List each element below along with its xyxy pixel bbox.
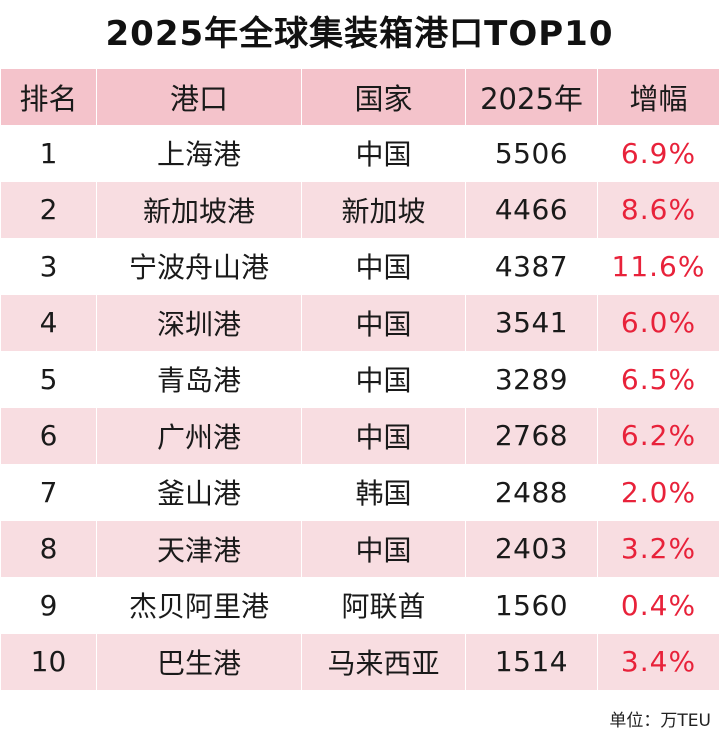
table-header-row: 排名 港口 国家 2025年 增幅: [0, 68, 719, 126]
cell-growth: 8.6%: [597, 181, 719, 239]
cell-rank: 4: [0, 294, 97, 352]
cell-teu: 5506: [465, 124, 598, 182]
table-row: 1 上海港 中国 5506 6.9%: [0, 124, 719, 182]
cell-port: 广州港: [96, 407, 302, 465]
ranking-table-container: 排名 港口 国家 2025年 增幅 1 上海港 中国 5506 6.9% 2 新加坡港 新加坡…: [0, 68, 719, 691]
cell-growth: 6.2%: [597, 407, 719, 465]
cell-rank: 7: [0, 463, 97, 521]
table-row: 3 宁波舟山港 中国 4387 11.6%: [0, 237, 719, 295]
cell-teu: 2768: [465, 407, 598, 465]
cell-teu: 4387: [465, 237, 598, 295]
cell-rank: 2: [0, 181, 97, 239]
table-body: 1 上海港 中国 5506 6.9% 2 新加坡港 新加坡 4466 8.6% 3 宁波舟山港 中国 43…: [0, 124, 719, 691]
cell-port: 深圳港: [96, 294, 302, 352]
cell-rank: 6: [0, 407, 97, 465]
header-port: 港口: [96, 68, 302, 126]
unit-note: 单位：万TEU: [609, 711, 711, 731]
table-row: 4 深圳港 中国 3541 6.0%: [0, 294, 719, 352]
header-growth: 增幅: [597, 68, 719, 126]
cell-port: 新加坡港: [96, 181, 302, 239]
cell-port: 巴生港: [96, 633, 302, 691]
cell-teu: 1560: [465, 576, 598, 634]
cell-growth: 6.0%: [597, 294, 719, 352]
cell-growth: 2.0%: [597, 463, 719, 521]
cell-teu: 2488: [465, 463, 598, 521]
table-row: 9 杰贝阿里港 阿联酋 1560 0.4%: [0, 576, 719, 634]
table-row: 10 巴生港 马来西亚 1514 3.4%: [0, 633, 719, 691]
cell-growth: 6.5%: [597, 350, 719, 408]
cell-country: 新加坡: [301, 181, 466, 239]
table-row: 8 天津港 中国 2403 3.2%: [0, 520, 719, 578]
cell-growth: 3.4%: [597, 633, 719, 691]
cell-country: 中国: [301, 237, 466, 295]
cell-rank: 9: [0, 576, 97, 634]
table-row: 2 新加坡港 新加坡 4466 8.6%: [0, 181, 719, 239]
cell-port: 宁波舟山港: [96, 237, 302, 295]
cell-country: 阿联酋: [301, 576, 466, 634]
cell-country: 中国: [301, 350, 466, 408]
cell-port: 上海港: [96, 124, 302, 182]
cell-growth: 3.2%: [597, 520, 719, 578]
cell-teu: 3289: [465, 350, 598, 408]
table-row: 5 青岛港 中国 3289 6.5%: [0, 350, 719, 408]
header-country: 国家: [301, 68, 466, 126]
cell-teu: 3541: [465, 294, 598, 352]
header-rank: 排名: [0, 68, 97, 126]
cell-port: 天津港: [96, 520, 302, 578]
cell-country: 中国: [301, 407, 466, 465]
cell-teu: 1514: [465, 633, 598, 691]
cell-growth: 0.4%: [597, 576, 719, 634]
cell-growth: 6.9%: [597, 124, 719, 182]
table-row: 7 釜山港 韩国 2488 2.0%: [0, 463, 719, 521]
cell-port: 釜山港: [96, 463, 302, 521]
cell-rank: 5: [0, 350, 97, 408]
cell-country: 韩国: [301, 463, 466, 521]
cell-rank: 8: [0, 520, 97, 578]
cell-country: 中国: [301, 520, 466, 578]
cell-port: 杰贝阿里港: [96, 576, 302, 634]
ranking-table: 排名 港口 国家 2025年 增幅 1 上海港 中国 5506 6.9% 2 新加坡港 新加坡…: [0, 68, 719, 691]
cell-country: 中国: [301, 294, 466, 352]
cell-teu: 4466: [465, 181, 598, 239]
cell-country: 中国: [301, 124, 466, 182]
cell-rank: 3: [0, 237, 97, 295]
table-row: 6 广州港 中国 2768 6.2%: [0, 407, 719, 465]
cell-rank: 10: [0, 633, 97, 691]
page-title: 2025年全球集装箱港口TOP10: [105, 14, 614, 54]
cell-rank: 1: [0, 124, 97, 182]
cell-port: 青岛港: [96, 350, 302, 408]
cell-country: 马来西亚: [301, 633, 466, 691]
cell-growth: 11.6%: [597, 237, 719, 295]
cell-teu: 2403: [465, 520, 598, 578]
header-year: 2025年: [465, 68, 598, 126]
